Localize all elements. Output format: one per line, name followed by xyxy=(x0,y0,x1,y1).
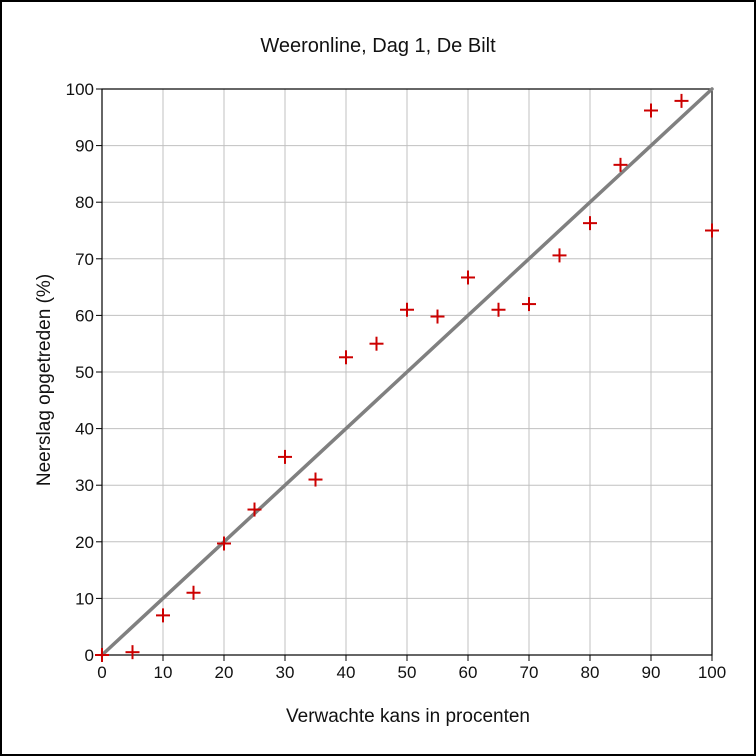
data-point xyxy=(217,536,231,551)
y-tick-label: 40 xyxy=(75,420,94,439)
x-tick-label: 90 xyxy=(642,663,661,682)
data-point xyxy=(644,103,658,118)
data-point xyxy=(247,502,262,517)
data-point xyxy=(613,157,628,172)
y-tick-label: 100 xyxy=(66,80,94,99)
y-tick-label: 30 xyxy=(75,476,94,495)
chart-title: Weeronline, Dag 1, De Bilt xyxy=(260,35,496,57)
data-point xyxy=(186,585,201,600)
axis-ticks: 0 10 20 30 40 50 60 70 80 90 100 0 10 20 30 40 50 60 70 80 9… xyxy=(66,80,727,682)
y-tick-label: 50 xyxy=(75,363,94,382)
data-points xyxy=(95,93,719,662)
x-tick-label: 10 xyxy=(154,663,173,682)
y-axis-label: Neerslag opgetreden (%) xyxy=(34,274,55,486)
data-point xyxy=(674,93,689,108)
data-point xyxy=(308,472,323,487)
y-tick-label: 20 xyxy=(75,533,94,552)
x-tick-label: 60 xyxy=(459,663,478,682)
data-point xyxy=(491,302,506,317)
data-point xyxy=(339,350,353,365)
x-tick-label: 0 xyxy=(97,663,106,682)
y-tick-label: 70 xyxy=(75,250,94,269)
x-tick-label: 20 xyxy=(215,663,234,682)
x-tick-label: 30 xyxy=(276,663,295,682)
data-point xyxy=(125,645,140,660)
x-tick-label: 80 xyxy=(581,663,600,682)
x-tick-label: 100 xyxy=(698,663,726,682)
data-point xyxy=(461,270,475,285)
x-axis-label: Verwachte kans in procenten xyxy=(286,706,530,727)
data-point xyxy=(705,223,719,238)
x-tick-label: 70 xyxy=(520,663,539,682)
data-point xyxy=(552,248,567,263)
y-tick-label: 0 xyxy=(85,646,94,665)
data-point xyxy=(400,302,414,317)
data-point xyxy=(522,297,536,312)
data-point xyxy=(156,608,170,623)
y-tick-label: 80 xyxy=(75,193,94,212)
y-tick-label: 90 xyxy=(75,137,94,156)
data-point xyxy=(95,648,109,662)
x-tick-label: 40 xyxy=(337,663,356,682)
y-tick-label: 60 xyxy=(75,306,94,325)
x-tick-label: 50 xyxy=(398,663,417,682)
data-point xyxy=(430,309,445,324)
data-point xyxy=(583,216,597,231)
y-tick-label: 10 xyxy=(75,589,94,608)
data-point xyxy=(278,449,292,464)
data-point xyxy=(369,336,384,351)
reference-line xyxy=(100,87,714,657)
